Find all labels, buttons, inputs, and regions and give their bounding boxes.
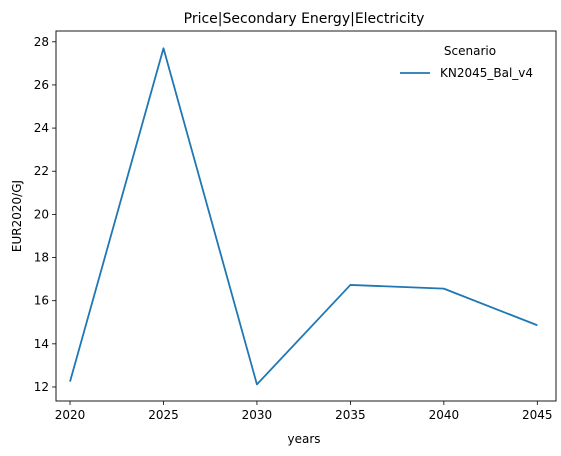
y-tick-label: 18 [34,251,49,265]
x-tick-label: 2030 [242,408,273,422]
y-tick-label: 24 [34,121,49,135]
y-tick-label: 14 [34,337,49,351]
y-tick-label: 12 [34,380,49,394]
x-tick-label: 2025 [148,408,179,422]
legend-title: Scenario [444,44,496,58]
x-tick-label: 2040 [429,408,460,422]
x-tick-label: 2035 [335,408,366,422]
x-axis: 2020 2025 2030 2035 2040 2045 [55,401,553,422]
legend-label: KN2045_Bal_v4 [440,66,533,80]
series-line [69,47,538,386]
series-layer [69,47,538,386]
y-tick-label: 22 [34,164,49,178]
legend: Scenario KN2045_Bal_v4 [400,44,533,80]
y-tick-label: 26 [34,78,49,92]
plot-area [55,30,557,402]
x-axis-label: years [287,432,320,446]
x-tick-label: 2045 [522,408,553,422]
y-tick-label: 20 [34,207,49,221]
y-axis-label: EUR2020/GJ [10,180,24,252]
y-tick-label: 16 [34,294,49,308]
y-tick-label: 28 [34,35,49,49]
y-axis: 12 14 16 18 20 22 24 26 28 [34,35,56,394]
x-tick-label: 2020 [55,408,86,422]
chart-title: Price|Secondary Energy|Electricity [184,11,425,27]
